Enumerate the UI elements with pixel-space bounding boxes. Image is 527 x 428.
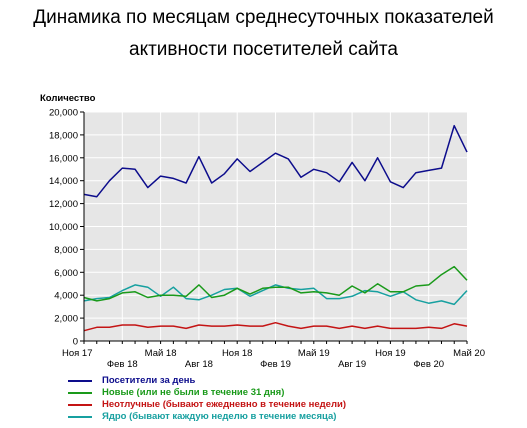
y-tick-label: 20,000 — [49, 108, 78, 119]
y-tick-label: 2,000 — [54, 314, 78, 325]
chart-title-line-1: Динамика по месяцам среднесуточных показ… — [33, 7, 494, 28]
y-tick-label: 4,000 — [54, 291, 78, 302]
y-tick-label: 10,000 — [49, 222, 78, 233]
x-tick-label: Ноя 18 — [222, 348, 253, 359]
y-tick-label: 8,000 — [54, 245, 78, 256]
x-tick-label: Фев 20 — [413, 359, 444, 370]
x-tick-label: Ноя 17 — [62, 348, 93, 359]
y-tick-label: 6,000 — [54, 268, 78, 279]
y-axis-label: Количество — [40, 93, 96, 104]
legend-label: Ядро (бывают каждую неделю в течение мес… — [102, 411, 337, 422]
legend-item: Ядро (бывают каждую неделю в течение мес… — [68, 411, 346, 422]
x-tick-label: Фев 19 — [260, 359, 291, 370]
legend-label: Новые (или не были в течение 31 дня) — [102, 387, 285, 398]
legend-item: Посетители за день — [68, 375, 346, 386]
legend-label: Неотлучные (бывают ежедневно в течение н… — [102, 399, 347, 410]
series-layer — [83, 124, 468, 332]
chart-title-line-2: активности посетителей сайта — [129, 39, 398, 60]
grid-lines — [84, 111, 467, 341]
axes: 0 2,000 4,000 6,000 8,000 10,000 12,000 14,000 1… — [49, 108, 485, 371]
x-tick-label: Май 18 — [145, 348, 177, 359]
legend-item: Новые (или не были в течение 31 дня) — [68, 387, 346, 398]
x-tick-label: Ноя 19 — [375, 348, 406, 359]
series-line-3 — [83, 321, 468, 332]
legend-swatch — [68, 415, 92, 418]
legend-label: Посетители за день — [102, 375, 196, 386]
legend: Посетители за день Новые (или не были в т… — [68, 375, 346, 423]
series-line-2 — [83, 265, 468, 302]
x-tick-label: Фев 18 — [107, 359, 138, 370]
x-tick-label: Авг 19 — [338, 359, 366, 370]
legend-swatch — [68, 403, 92, 406]
series-line-1 — [83, 124, 468, 198]
y-tick-label: 12,000 — [49, 199, 78, 210]
legend-item: Неотлучные (бывают ежедневно в течение н… — [68, 399, 346, 410]
y-tick-label: 18,000 — [49, 130, 78, 141]
legend-swatch — [68, 379, 92, 382]
y-tick-label: 0 — [73, 337, 78, 348]
x-tick-label: Май 20 — [453, 348, 485, 359]
x-tick-label: Май 19 — [298, 348, 330, 359]
y-tick-label: 14,000 — [49, 176, 78, 187]
legend-swatch — [68, 391, 92, 394]
x-tick-label: Авг 18 — [185, 359, 213, 370]
y-tick-label: 16,000 — [49, 153, 78, 164]
line-chart: 0 2,000 4,000 6,000 8,000 10,000 12,000 14,000 1… — [40, 93, 485, 371]
